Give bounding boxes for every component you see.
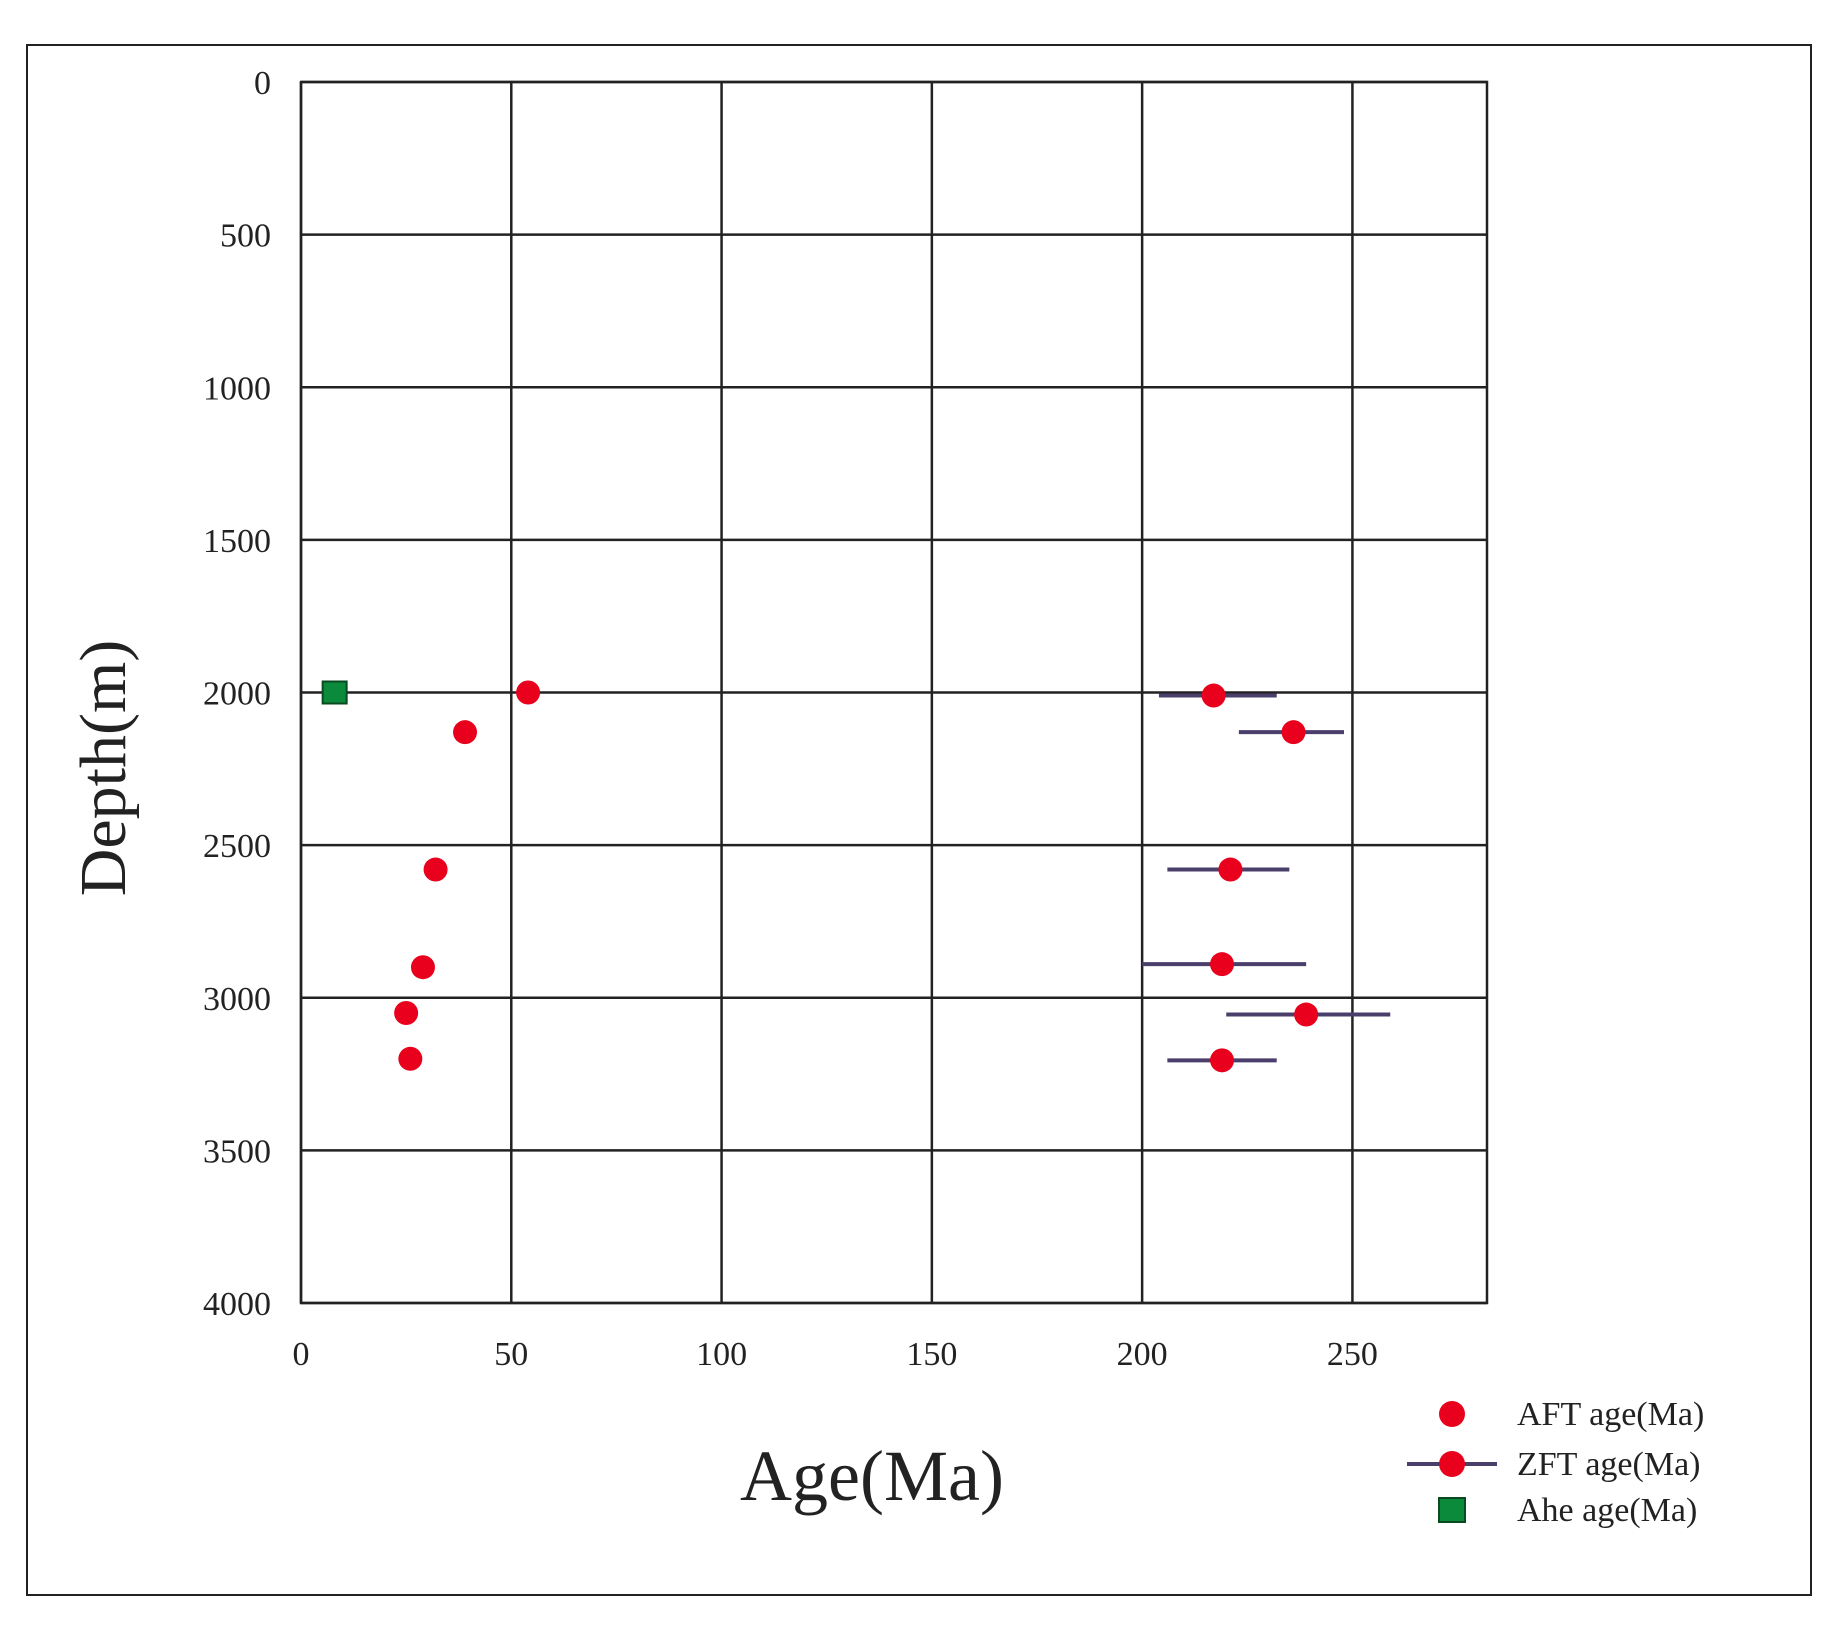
y-tick-label: 500	[220, 218, 271, 255]
x-tick-label: 50	[494, 1336, 528, 1373]
y-tick-label: 1000	[203, 370, 271, 407]
grid	[299, 80, 1489, 1305]
legend: AFT age(Ma) ZFT age(Ma) Ahe age(Ma)	[1407, 1396, 1704, 1529]
x-tick-label: 100	[696, 1336, 747, 1373]
zft-point	[1210, 1048, 1235, 1073]
legend-swatch	[1439, 1401, 1465, 1427]
aft-point	[394, 1001, 419, 1026]
zft-point	[1210, 952, 1235, 977]
zft-point	[1281, 720, 1306, 745]
y-tick-label: 3000	[203, 981, 271, 1018]
zft-point	[1218, 857, 1243, 882]
aft-point	[453, 720, 478, 745]
x-tick-label: 200	[1117, 1336, 1168, 1373]
zft-point	[1294, 1002, 1319, 1027]
x-tick-label: 250	[1327, 1336, 1378, 1373]
y-tick-label: 2500	[203, 828, 271, 865]
y-axis-label: Depth(m)	[67, 640, 140, 897]
legend-swatch-ahe	[1438, 1497, 1466, 1523]
legend-swatch	[1439, 1451, 1465, 1477]
zft-point	[1201, 683, 1226, 708]
y-tick-label: 1500	[203, 523, 271, 560]
ahe-point	[321, 680, 348, 705]
tick-labels: 0 50 100 150 200 2500500100015002000250030003…	[203, 65, 1378, 1373]
y-tick-label: 0	[254, 65, 271, 102]
figure-frame	[26, 44, 1812, 1596]
aft-point	[410, 955, 435, 980]
y-tick-label: 4000	[203, 1286, 271, 1323]
aft-point	[423, 857, 448, 882]
y-tick-label: 2000	[203, 676, 271, 713]
aft-point	[398, 1046, 423, 1071]
x-axis-label: Age(Ma)	[740, 1436, 1004, 1516]
data-marks	[321, 680, 1391, 1073]
aft-point	[516, 680, 541, 705]
legend-label: Ahe age(Ma)	[1517, 1492, 1697, 1529]
y-tick-label: 3500	[203, 1133, 271, 1170]
x-tick-label: 150	[906, 1336, 957, 1373]
legend-label: ZFT age(Ma)	[1517, 1446, 1700, 1483]
x-tick-label: 0	[293, 1336, 310, 1373]
legend-label: AFT age(Ma)	[1517, 1396, 1704, 1433]
